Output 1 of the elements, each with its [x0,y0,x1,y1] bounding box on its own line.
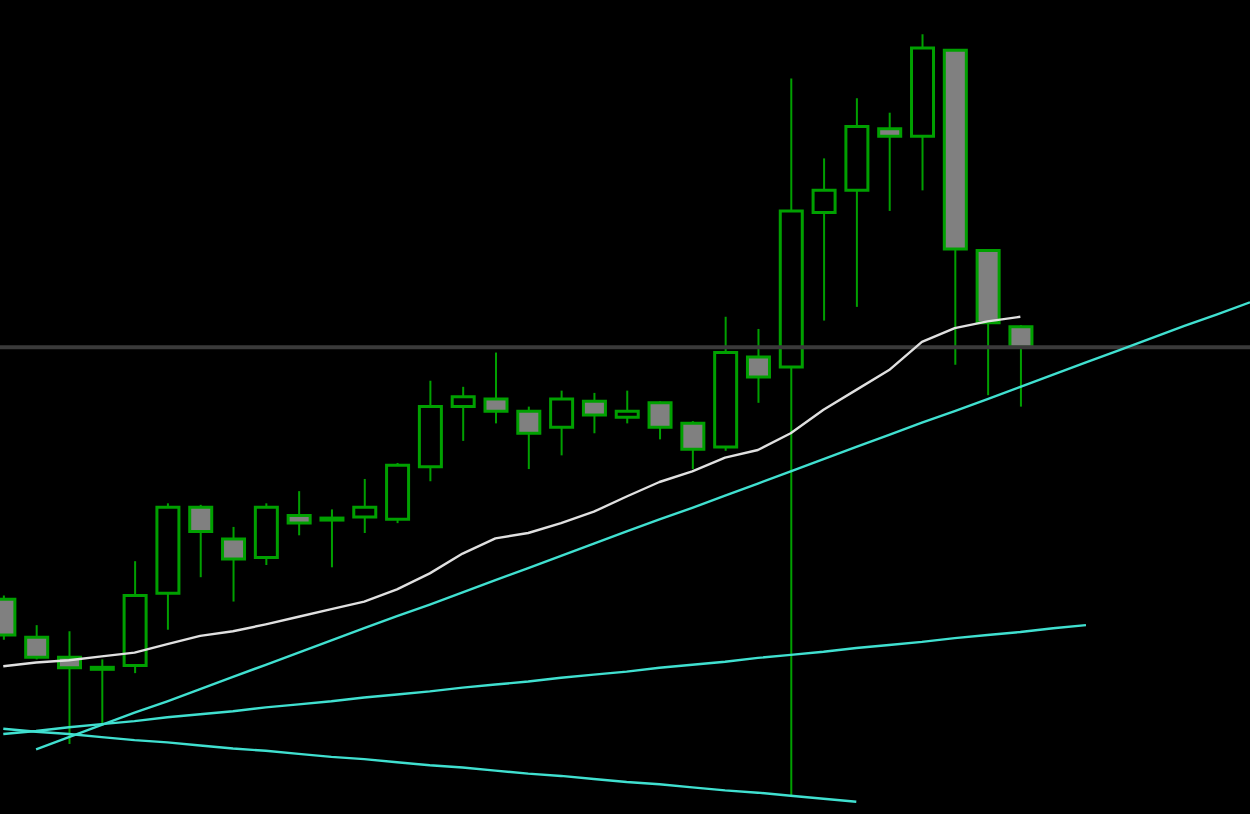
candlestick [319,509,345,568]
